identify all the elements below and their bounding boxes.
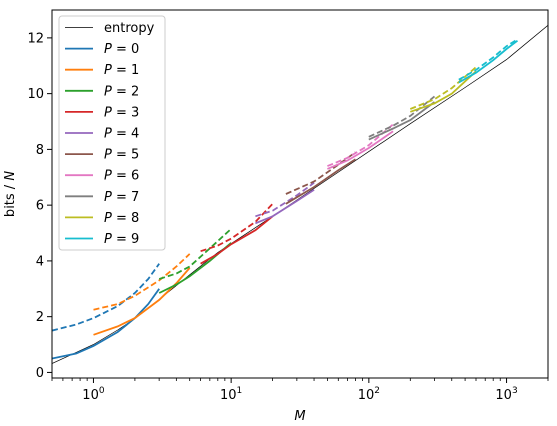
- series-p3-solid: [200, 215, 274, 265]
- ticks-layer: 100 101 102 103 0 2 4 6 8 10 12: [27, 31, 549, 403]
- legend-label-p2: P = 2: [104, 84, 139, 99]
- legend-label-p9: P = 9: [104, 232, 139, 247]
- series-p9-solid: [458, 39, 519, 84]
- x-axis-label: M: [294, 409, 305, 424]
- legend-box: [58, 15, 166, 251]
- series-p0-solid: [52, 288, 160, 360]
- series-p6-solid: [327, 130, 394, 170]
- series-p1-dashed: [93, 253, 191, 311]
- y-tick-label: 0: [36, 366, 44, 381]
- series-p5-dashed: [285, 151, 357, 195]
- x-tick-label: 100: [82, 386, 105, 403]
- series-p1-solid: [93, 267, 191, 336]
- series-p8-solid: [410, 70, 477, 113]
- series-p6-dashed: [327, 123, 394, 167]
- x-tick-label: 103: [495, 386, 517, 403]
- y-tick-label: 8: [36, 143, 44, 158]
- series-p3-dashed: [200, 203, 274, 253]
- y-tick-label: 10: [27, 87, 44, 102]
- series-p0-dashed: [52, 263, 160, 332]
- legend-label-p5: P = 5: [104, 148, 139, 163]
- y-axis-label: bits / N: [3, 171, 18, 217]
- series-p4-dashed: [255, 182, 315, 218]
- legend-label-p6: P = 6: [104, 169, 139, 184]
- series-p2-dashed: [158, 228, 232, 280]
- series-p2-solid: [158, 242, 232, 294]
- legend-label-p4: P = 4: [104, 127, 139, 142]
- legend-label-p0: P = 0: [104, 42, 139, 57]
- data-layer: [52, 25, 548, 364]
- legend: entropy P = 0 P = 1 P = 2 P = 3 P = 4 P = 5 P =…: [58, 15, 166, 251]
- plot-frame: [51, 9, 549, 379]
- series-p9-dashed: [458, 38, 518, 81]
- legend-label-p3: P = 3: [104, 105, 139, 120]
- y-tick-label: 12: [27, 31, 44, 46]
- legend-label-p8: P = 8: [104, 211, 139, 226]
- y-tick-label: 4: [36, 254, 44, 269]
- y-tick-label: 6: [36, 199, 44, 214]
- legend-label-p1: P = 1: [104, 63, 139, 78]
- y-tick-label: 2: [36, 310, 44, 325]
- x-tick-label: 102: [358, 386, 380, 403]
- legend-label-entropy: entropy: [104, 21, 155, 36]
- series-p5-solid: [285, 158, 356, 205]
- y-axis-label-text: bits /: [3, 181, 18, 217]
- series-p7-dashed: [368, 95, 436, 138]
- series-p7-solid: [368, 101, 436, 141]
- x-tick-label: 101: [220, 386, 242, 403]
- series-p4-solid: [255, 189, 315, 225]
- y-axis-label-var: N: [3, 171, 18, 181]
- legend-label-p7: P = 7: [104, 190, 139, 205]
- series-p8-dashed: [409, 66, 477, 110]
